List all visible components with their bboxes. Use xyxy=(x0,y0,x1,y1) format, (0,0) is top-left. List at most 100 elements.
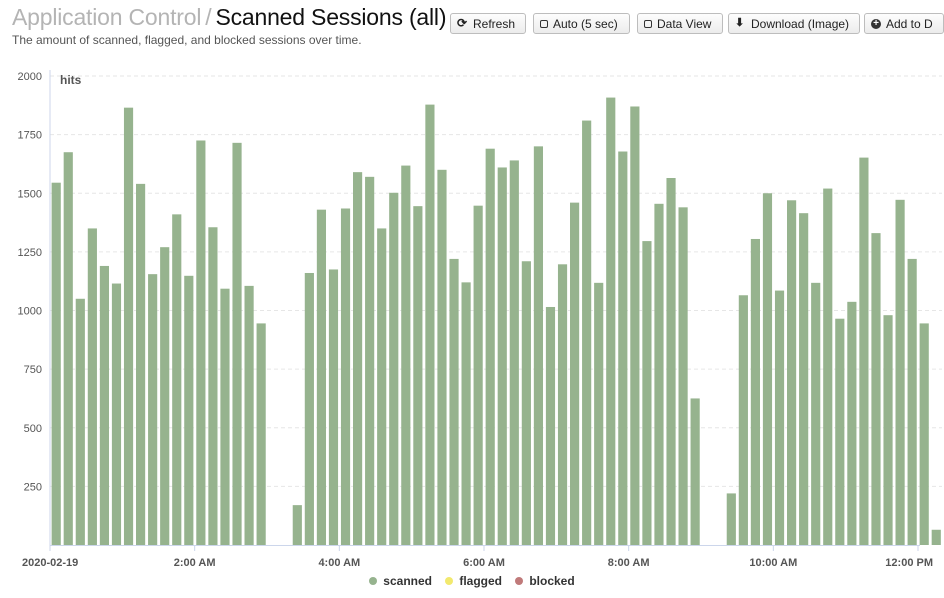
bar-scanned xyxy=(208,227,218,545)
legend-marker-blocked xyxy=(515,577,524,585)
bar-scanned xyxy=(823,188,833,545)
download-image-button[interactable]: ⬇ Download (Image) xyxy=(728,13,860,34)
legend-item-flagged[interactable]: flagged xyxy=(445,574,502,588)
bar-scanned xyxy=(762,193,773,545)
bar-scanned xyxy=(642,241,652,545)
chart-legend: scanned flagged blocked xyxy=(0,574,944,588)
bar-scanned xyxy=(726,493,736,545)
bar-scanned xyxy=(630,106,640,546)
bar-scanned xyxy=(533,146,544,545)
bar-scanned xyxy=(123,107,134,545)
add-to-dashboard-button[interactable]: + Add to D xyxy=(864,13,944,34)
x-tick-label: 10:00 AM xyxy=(749,557,797,569)
bar-scanned xyxy=(148,274,158,545)
y-axis-title: hits xyxy=(60,73,82,87)
bar-scanned xyxy=(160,247,170,545)
bar-scanned xyxy=(582,120,592,546)
y-tick-label: 1000 xyxy=(18,306,42,318)
bar-scanned xyxy=(136,183,146,545)
legend-marker-flagged xyxy=(445,577,454,585)
checkbox-icon xyxy=(644,19,652,28)
bar-scanned xyxy=(353,172,363,545)
bar-scanned xyxy=(196,140,206,546)
bar-scanned xyxy=(111,283,122,545)
bar-scanned xyxy=(859,157,869,545)
chart-header: Application Control / Scanned Sessions (al… xyxy=(0,0,944,52)
bar-scanned xyxy=(172,214,182,546)
bar-scanned xyxy=(413,206,423,545)
data-view-checkbox[interactable]: Data View xyxy=(637,13,723,34)
bar-scanned xyxy=(292,505,302,545)
bar-scanned xyxy=(835,318,845,545)
plus-circle-icon: + xyxy=(871,18,881,29)
refresh-icon: ⟳ xyxy=(457,16,468,30)
bar-scanned xyxy=(365,176,375,545)
legend-label-blocked: blocked xyxy=(529,574,575,588)
bar-scanned xyxy=(63,152,73,545)
breadcrumb-current: Scanned Sessions (all) xyxy=(215,4,447,30)
y-tick-label: 250 xyxy=(24,481,42,493)
checkbox-icon xyxy=(540,19,548,28)
bars-scanned xyxy=(51,97,941,546)
bar-scanned xyxy=(449,258,459,545)
bar-scanned xyxy=(461,282,471,545)
bar-scanned xyxy=(87,228,97,546)
auto-label: Auto (5 sec) xyxy=(553,16,618,31)
page-title: Application Control / Scanned Sessions (al… xyxy=(12,4,447,31)
bar-scanned xyxy=(232,142,242,545)
y-tick-label: 1500 xyxy=(18,188,42,200)
bar-scanned xyxy=(847,301,857,545)
legend-item-blocked[interactable]: blocked xyxy=(515,574,575,588)
axes: 250 500 750 1000 1250 1500 1750 2000 2020-02-19 2… xyxy=(18,70,933,569)
x-tick-label: 12:00 PM xyxy=(885,557,933,569)
bar-scanned xyxy=(907,258,917,545)
bar-scanned xyxy=(521,261,531,545)
y-tick-label: 1750 xyxy=(18,130,42,142)
download-icon: ⬇ xyxy=(735,17,745,29)
bar-scanned xyxy=(799,213,809,545)
bar-scanned xyxy=(328,269,339,545)
bar-scanned xyxy=(509,160,519,546)
bar-scanned xyxy=(473,205,483,545)
bar-scanned xyxy=(244,285,254,545)
bar-scanned xyxy=(570,202,580,545)
bar-scanned xyxy=(594,282,604,545)
bar-scanned xyxy=(895,199,905,546)
add-label: Add to D xyxy=(886,16,933,31)
refresh-button[interactable]: ⟳ Refresh xyxy=(450,13,526,34)
x-tick-label: 6:00 AM xyxy=(463,557,505,569)
bar-scanned xyxy=(377,228,387,546)
bar-scanned xyxy=(678,207,688,545)
refresh-label: Refresh xyxy=(473,16,516,31)
bar-scanned xyxy=(256,323,266,545)
y-tick-label: 750 xyxy=(24,364,42,376)
bar-scanned xyxy=(184,275,194,545)
bar-scanned xyxy=(738,295,748,545)
bar-scanned xyxy=(618,151,628,545)
bar-chart: 250 500 750 1000 1250 1500 1750 2000 2020-02-19 2… xyxy=(18,70,942,569)
bar-scanned xyxy=(557,264,568,545)
breadcrumb-parent[interactable]: Application Control xyxy=(12,4,202,30)
bar-scanned xyxy=(811,282,821,545)
y-tick-label: 2000 xyxy=(18,71,42,83)
bar-scanned xyxy=(220,288,230,545)
bar-scanned xyxy=(690,398,700,545)
bar-scanned xyxy=(389,192,399,545)
bar-scanned xyxy=(485,148,495,545)
bar-scanned xyxy=(871,233,881,546)
bar-scanned xyxy=(883,315,893,545)
bar-scanned xyxy=(750,238,761,546)
bar-scanned xyxy=(99,265,110,545)
bar-scanned xyxy=(340,208,351,545)
legend-item-scanned[interactable]: scanned xyxy=(369,574,432,588)
legend-label-flagged: flagged xyxy=(459,574,502,588)
bar-scanned xyxy=(401,165,411,545)
bar-scanned xyxy=(666,178,676,545)
bar-scanned xyxy=(316,209,327,546)
bar-scanned xyxy=(425,104,435,545)
auto-refresh-checkbox[interactable]: Auto (5 sec) xyxy=(533,13,630,34)
bar-scanned xyxy=(497,167,507,545)
bar-scanned xyxy=(606,97,616,545)
bar-scanned xyxy=(545,306,556,545)
bar-scanned xyxy=(931,529,941,545)
